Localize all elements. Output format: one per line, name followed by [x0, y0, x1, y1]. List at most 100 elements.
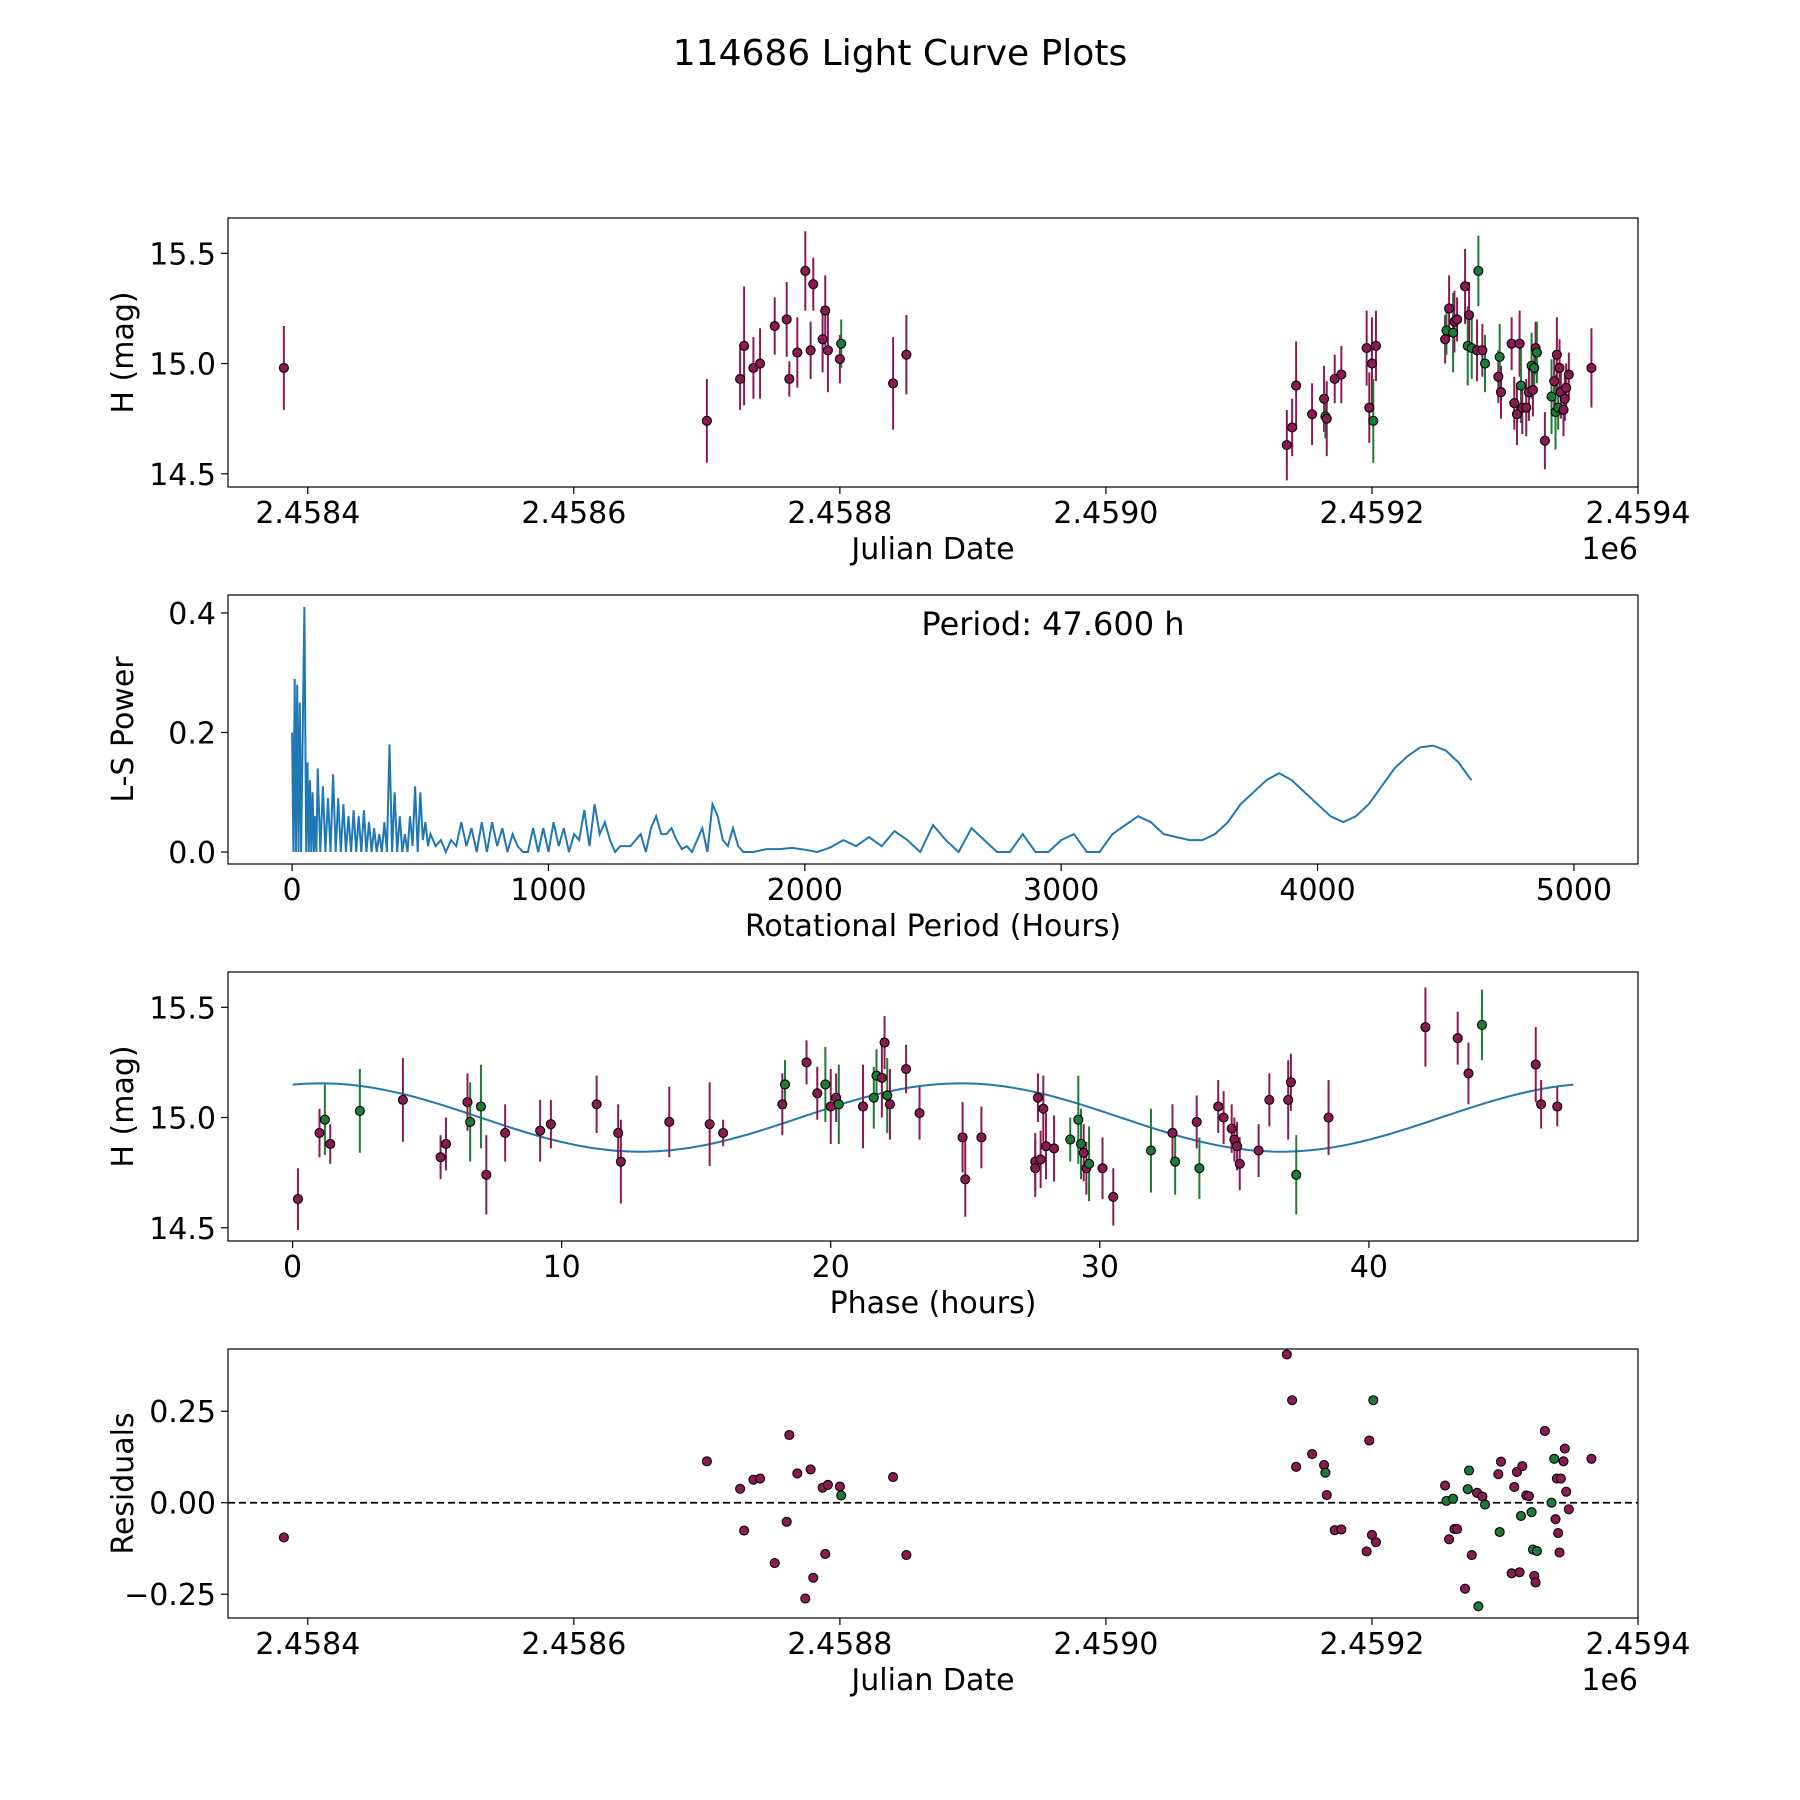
residual-point [1281, 1349, 1292, 1360]
x-tick-label: 40 [1350, 1250, 1388, 1285]
data-point [314, 1127, 325, 1139]
data-point [784, 373, 795, 385]
residual-point [901, 1550, 912, 1561]
data-point [319, 1114, 330, 1125]
data-point [1559, 393, 1570, 404]
data-point [1452, 314, 1463, 325]
data-point [1097, 1163, 1108, 1174]
data-point [1479, 358, 1491, 369]
data-point [704, 1119, 715, 1130]
data-point [500, 1127, 511, 1139]
periodogram-panel: 0 1000 2000 3000 4000 5000 0.0 0.2 0.4 Rotational… [106, 594, 1639, 944]
residual-point [1517, 1461, 1528, 1472]
data-point [808, 279, 819, 290]
data-point [1108, 1191, 1119, 1202]
x-tick-label: 3000 [1023, 873, 1099, 908]
data-point [1440, 334, 1451, 345]
data-point [1509, 398, 1520, 409]
data-point [535, 1125, 546, 1136]
data-point [884, 1099, 895, 1110]
data-point [834, 354, 845, 365]
data-point [888, 378, 899, 389]
data-point [1078, 1147, 1089, 1158]
data-point [779, 1079, 791, 1090]
data-point [1030, 1163, 1041, 1174]
residual-point [1555, 1473, 1566, 1484]
data-point [1167, 1127, 1178, 1139]
data-point [777, 1099, 788, 1110]
data-point [278, 362, 289, 373]
x-tick-label: 2.4594 [1586, 1627, 1691, 1662]
x-tick-label: 2.4588 [787, 496, 892, 531]
data-point [1035, 1154, 1046, 1165]
residual-point [1440, 1480, 1451, 1491]
data-point [1232, 1141, 1243, 1152]
data-point [817, 334, 828, 345]
x-tick-label: 2.4590 [1053, 496, 1158, 531]
data-point [354, 1105, 365, 1116]
data-point [1194, 1163, 1205, 1174]
residual-point [1291, 1461, 1302, 1472]
axes-frame [227, 217, 1639, 488]
y-tick-label: 0.2 [168, 716, 216, 751]
data-point [800, 265, 811, 276]
data-point [475, 1101, 486, 1112]
model-curve [292, 1082, 1574, 1153]
data-point [1213, 1101, 1224, 1112]
x-axis-label: Phase (hours) [830, 1286, 1037, 1321]
data-point [1145, 1145, 1157, 1156]
x-tick-label: 20 [812, 1250, 850, 1285]
data-point [435, 1152, 446, 1163]
data-point [1264, 1094, 1275, 1105]
residual-point [1321, 1489, 1332, 1501]
data-point [879, 1037, 890, 1048]
x-offset-label: 1e6 [1581, 532, 1638, 567]
data-point [1531, 347, 1542, 358]
axes-frame [227, 971, 1639, 1242]
data-point [1226, 1123, 1237, 1134]
data-point [1361, 343, 1372, 354]
x-tick-label: 2.4584 [255, 1627, 360, 1662]
data-point [901, 349, 912, 360]
data-point [1370, 340, 1382, 351]
x-tick-label: 2.4592 [1319, 496, 1424, 531]
residual-point [755, 1473, 766, 1484]
residual-point [278, 1532, 289, 1543]
x-tick-label: 2000 [767, 873, 843, 908]
data-point [792, 347, 803, 358]
data-point [836, 338, 847, 349]
data-point [1283, 1094, 1294, 1105]
residual-point [834, 1481, 845, 1492]
data-point [1495, 387, 1507, 398]
light-curve-panel: 2.4584 2.4586 2.4588 2.4590 2.4592 2.4594 14.5… [106, 217, 1690, 567]
x-axis-label: Rotational Period (Hours) [745, 909, 1121, 944]
data-point [1065, 1134, 1076, 1145]
data-point [901, 1063, 912, 1075]
data-point [1191, 1116, 1202, 1127]
x-tick-label: 2.4588 [787, 1627, 892, 1662]
data-point [857, 1101, 869, 1112]
x-tick-label: 10 [543, 1250, 581, 1285]
data-point [769, 320, 780, 332]
residual-point [1479, 1499, 1491, 1510]
data-point [1554, 362, 1565, 373]
data-point [1561, 382, 1572, 393]
data-point [613, 1127, 624, 1139]
data-point [1084, 1158, 1095, 1169]
residual-point [1493, 1469, 1504, 1480]
data-point [833, 1099, 844, 1110]
data-point [1075, 1138, 1087, 1150]
data-point [481, 1169, 492, 1180]
data-point [1291, 380, 1302, 391]
residual-point [784, 1429, 795, 1441]
data-point [462, 1097, 473, 1108]
data-point [1038, 1103, 1049, 1114]
data-point [591, 1099, 602, 1110]
y-tick-label: 15.5 [149, 237, 216, 272]
data-point [1552, 1101, 1563, 1112]
axes-frame [227, 594, 1639, 865]
figure-title: 114686 Light Curve Plots [673, 33, 1127, 74]
data-point [1558, 404, 1569, 415]
residual-point [1554, 1547, 1565, 1558]
